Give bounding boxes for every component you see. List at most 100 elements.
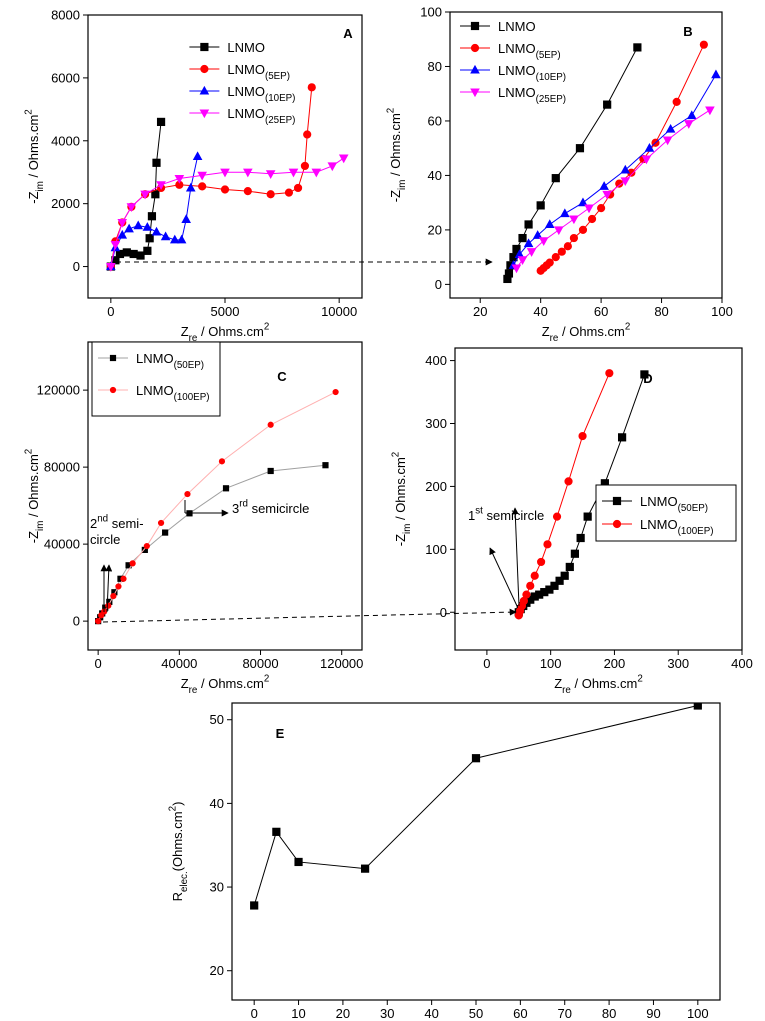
subscript: im <box>35 181 46 191</box>
marker-triangle-down <box>584 204 594 214</box>
marker-square <box>633 43 642 52</box>
text-run: LNMO <box>640 517 678 532</box>
marker-square <box>200 42 209 52</box>
marker-triangle-down <box>156 181 166 190</box>
marker-triangle <box>644 143 655 152</box>
marker-square <box>143 246 152 255</box>
marker-square <box>156 117 166 127</box>
supscript: 2 <box>637 674 642 685</box>
subscript: (50EP) <box>678 503 709 514</box>
series-line <box>97 464 326 622</box>
text-run: circle <box>90 532 120 547</box>
text-run: LNMO <box>227 62 265 77</box>
marker-triangle-down <box>117 218 128 228</box>
text-run: semicircle <box>483 508 544 523</box>
marker-triangle <box>160 231 171 241</box>
marker-triangle <box>665 123 676 133</box>
text-run: 1 <box>468 508 475 523</box>
marker-triangle <box>578 197 588 207</box>
text-run: LNMO <box>227 84 265 99</box>
panel-label: E <box>276 726 285 741</box>
text-run: 3 <box>232 501 239 516</box>
y-tick-label: 200 <box>425 479 447 494</box>
marker-square <box>617 433 627 442</box>
marker-circle <box>109 386 117 394</box>
marker-triangle <box>124 223 134 233</box>
marker-circle <box>563 242 572 251</box>
text-run: (Ohms.cm <box>170 811 185 871</box>
marker-triangle-down <box>705 106 715 116</box>
marker-triangle-down <box>265 170 276 179</box>
text-run: / Ohms.cm <box>197 324 263 339</box>
y-tick-label: 80000 <box>44 460 80 475</box>
marker-square <box>471 754 481 763</box>
x-tick-label: 50 <box>469 1006 483 1021</box>
text-run: semi- <box>108 516 143 531</box>
panel-label: A <box>343 26 353 41</box>
marker-circle <box>266 190 275 199</box>
text-run: LNMO <box>640 494 678 509</box>
text-run: -Z <box>26 191 41 203</box>
y-tick-label: 2000 <box>51 196 80 211</box>
dashed-arrow <box>102 608 517 623</box>
subscript: re <box>562 685 571 696</box>
marker-circle <box>115 583 122 590</box>
marker-square <box>555 576 564 585</box>
marker-circle <box>605 369 614 378</box>
text-run: / Ohms.cm <box>197 676 263 691</box>
subscript: elec. <box>179 871 190 892</box>
marker-circle <box>530 571 539 580</box>
x-tick-label: 100 <box>711 304 733 319</box>
marker-triangle <box>133 220 144 230</box>
marker-square <box>152 158 161 167</box>
y-tick-label: 20 <box>428 222 442 237</box>
marker-square <box>512 244 521 254</box>
marker-triangle <box>470 64 480 74</box>
x-tick-label: 60 <box>594 304 608 319</box>
x-tick-label: 60 <box>513 1006 527 1021</box>
text-run: / Ohms.cm <box>388 113 403 179</box>
supscript: nd <box>97 514 108 525</box>
plot-frame <box>449 11 723 299</box>
y-tick-label: 0 <box>73 614 80 629</box>
marker-square <box>136 251 145 260</box>
marker-square <box>145 234 154 243</box>
subscript: (100EP) <box>678 526 714 537</box>
annotation: 3rd semicircle <box>232 499 309 516</box>
supscript: st <box>475 506 483 517</box>
y-axis-label: -Zim / Ohms.cm2 <box>24 109 46 204</box>
marker-triangle-down <box>338 154 349 164</box>
text-run: LNMO <box>498 41 536 56</box>
legend-frame <box>595 484 737 542</box>
marker-triangle-down <box>511 264 522 274</box>
x-tick-label: 5000 <box>211 304 240 319</box>
marker-triangle-down <box>526 248 537 257</box>
marker-circle <box>110 593 117 600</box>
supscript: 2 <box>24 109 35 114</box>
x-tick-label: 0 <box>107 304 114 319</box>
marker-triangle-down <box>470 88 480 98</box>
text-run: Z <box>542 324 550 339</box>
text-run: LNMO <box>498 63 536 78</box>
marker-square <box>162 529 169 536</box>
marker-square <box>570 549 580 558</box>
plot-frame <box>87 341 363 651</box>
marker-circle <box>95 618 102 625</box>
series-line <box>516 109 711 269</box>
x-tick-label: 10 <box>291 1006 305 1021</box>
plot-frame <box>454 347 743 651</box>
marker-circle <box>522 590 531 599</box>
text-run: R <box>170 892 185 901</box>
panel-label: C <box>277 369 287 384</box>
y-axis-label: -Zim / Ohms.cm2 <box>386 108 408 203</box>
marker-square <box>222 485 230 492</box>
y-tick-label: 100 <box>420 5 442 20</box>
supscript: 2 <box>391 452 402 457</box>
marker-circle <box>218 458 226 465</box>
panel: 0 5000 10000 0 2000 4000 6000 8000 Zre / Ohms.cm… <box>24 8 363 344</box>
marker-triangle-down <box>641 155 652 165</box>
subscript: (25EP) <box>536 94 567 105</box>
marker-square <box>129 249 138 259</box>
supscript: 2 <box>168 806 179 811</box>
